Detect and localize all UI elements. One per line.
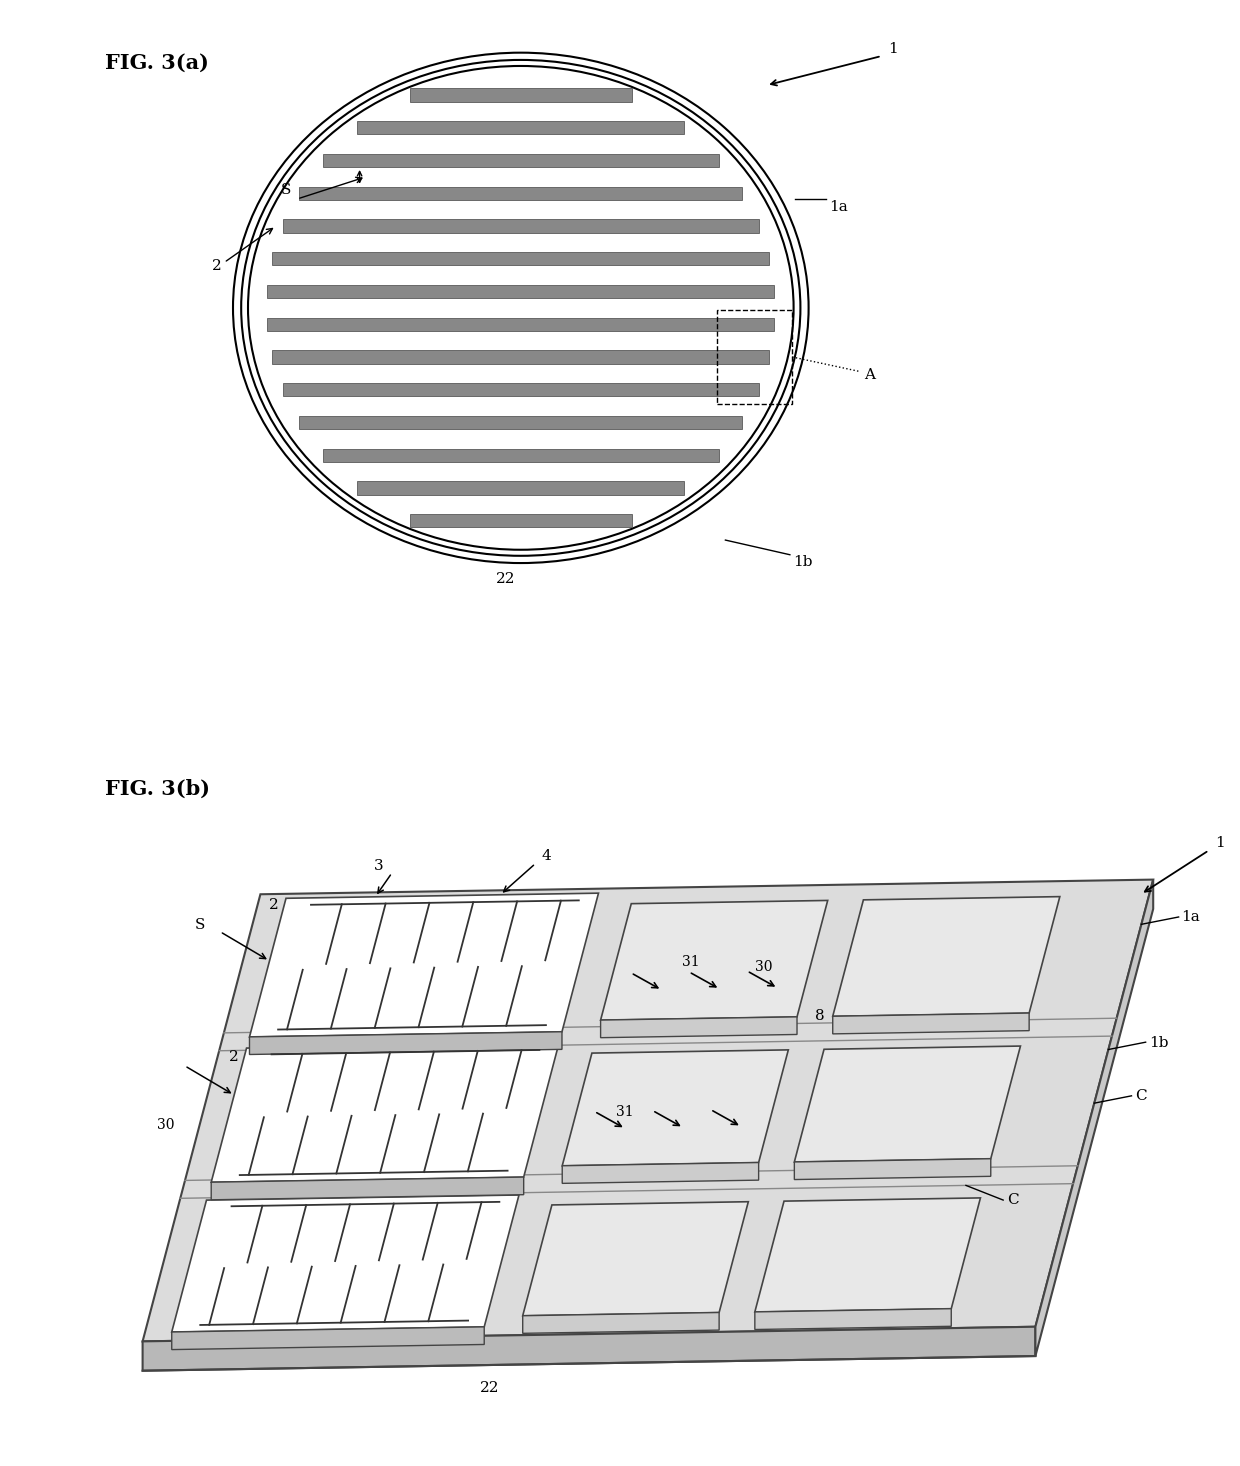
Text: 2: 2 xyxy=(229,1050,238,1064)
Text: 31: 31 xyxy=(615,1105,634,1119)
Polygon shape xyxy=(600,1017,797,1038)
Text: 8: 8 xyxy=(816,1010,825,1023)
Text: 1a: 1a xyxy=(830,199,848,214)
Polygon shape xyxy=(211,1042,559,1182)
Polygon shape xyxy=(833,897,1060,1016)
Polygon shape xyxy=(833,1013,1029,1034)
Text: 30: 30 xyxy=(755,960,773,975)
Polygon shape xyxy=(171,1327,484,1350)
Polygon shape xyxy=(562,1050,789,1165)
Text: 4: 4 xyxy=(542,849,552,863)
Polygon shape xyxy=(1035,880,1153,1356)
Text: FIG. 3(a): FIG. 3(a) xyxy=(105,53,210,73)
Text: 22: 22 xyxy=(480,1381,500,1396)
Polygon shape xyxy=(795,1047,1021,1163)
Polygon shape xyxy=(171,1195,520,1333)
Bar xyxy=(324,154,718,167)
Bar xyxy=(273,350,769,364)
Text: 2: 2 xyxy=(269,897,279,912)
Bar xyxy=(410,88,631,101)
Polygon shape xyxy=(523,1202,748,1316)
Polygon shape xyxy=(795,1158,991,1180)
Bar xyxy=(410,515,631,528)
Ellipse shape xyxy=(248,66,794,550)
Text: 1b: 1b xyxy=(794,556,813,569)
Text: 22: 22 xyxy=(496,572,516,585)
Text: C: C xyxy=(1136,1089,1147,1104)
Text: C: C xyxy=(1007,1193,1018,1208)
Bar xyxy=(357,122,684,135)
Bar xyxy=(273,252,769,265)
Text: 30: 30 xyxy=(157,1119,175,1132)
Text: FIG. 3(b): FIG. 3(b) xyxy=(105,778,211,799)
Bar xyxy=(357,481,684,494)
Bar xyxy=(283,383,759,396)
Bar xyxy=(268,318,774,331)
Polygon shape xyxy=(600,900,827,1020)
Text: S: S xyxy=(280,183,291,196)
Bar xyxy=(299,186,743,199)
Text: 2: 2 xyxy=(212,259,221,273)
Text: S: S xyxy=(195,918,206,931)
Polygon shape xyxy=(249,1032,562,1054)
Bar xyxy=(299,416,743,430)
Text: 31: 31 xyxy=(682,954,699,969)
Polygon shape xyxy=(523,1312,719,1334)
Bar xyxy=(268,284,774,298)
Polygon shape xyxy=(755,1309,951,1330)
Polygon shape xyxy=(143,1327,1035,1371)
Bar xyxy=(283,220,759,233)
Bar xyxy=(324,449,718,462)
Text: A: A xyxy=(864,368,875,383)
Bar xyxy=(717,311,792,403)
Polygon shape xyxy=(755,1198,981,1312)
Polygon shape xyxy=(211,1177,523,1199)
Text: 1: 1 xyxy=(1215,836,1225,850)
Text: 1: 1 xyxy=(888,43,898,56)
Polygon shape xyxy=(143,880,1153,1341)
Text: 3: 3 xyxy=(373,859,383,872)
Polygon shape xyxy=(249,893,599,1036)
Polygon shape xyxy=(562,1163,759,1183)
Text: 1a: 1a xyxy=(1180,910,1200,925)
Ellipse shape xyxy=(249,67,792,548)
Text: 1b: 1b xyxy=(1149,1035,1169,1050)
